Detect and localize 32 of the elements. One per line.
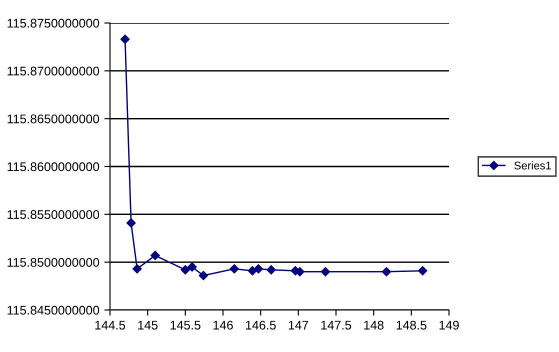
x-tick-label: 148.5	[396, 320, 426, 330]
point	[320, 267, 330, 276]
point	[230, 264, 239, 274]
y-tick-label: 115.8500000000	[8, 258, 100, 267]
point	[150, 250, 160, 260]
point	[266, 265, 276, 274]
x-tick-label: 145	[138, 320, 158, 330]
y-tick-label: 115.8700000000	[8, 66, 100, 76]
x-tick-label: 147	[288, 320, 308, 330]
x-tick-label: 146.5	[246, 320, 276, 330]
point	[418, 266, 428, 276]
x-tick-label: 146	[214, 320, 233, 330]
y-tick-label: 115.8600000000	[8, 162, 100, 172]
x-tick-label: 145.5	[170, 320, 200, 330]
y-tick-label: 115.8650000000	[8, 114, 100, 124]
y-tick-label: 115.8450000000	[8, 306, 100, 315]
point	[120, 34, 130, 44]
y-tick-label: 115.8550000000	[8, 210, 100, 219]
point	[254, 264, 264, 274]
x-tick-label: 148	[364, 320, 384, 330]
y-tick-label: 115.8750000000	[8, 18, 100, 28]
point	[132, 264, 142, 274]
point	[180, 265, 190, 274]
x-tick-label: 144.5	[95, 320, 126, 330]
legend-label: Series1	[514, 161, 551, 170]
x-tick-label: 147.5	[321, 320, 352, 330]
point	[126, 218, 136, 228]
point	[248, 266, 258, 276]
point	[198, 270, 208, 280]
point	[382, 267, 392, 276]
point	[187, 262, 197, 272]
x-tick-label: 149	[440, 320, 459, 330]
